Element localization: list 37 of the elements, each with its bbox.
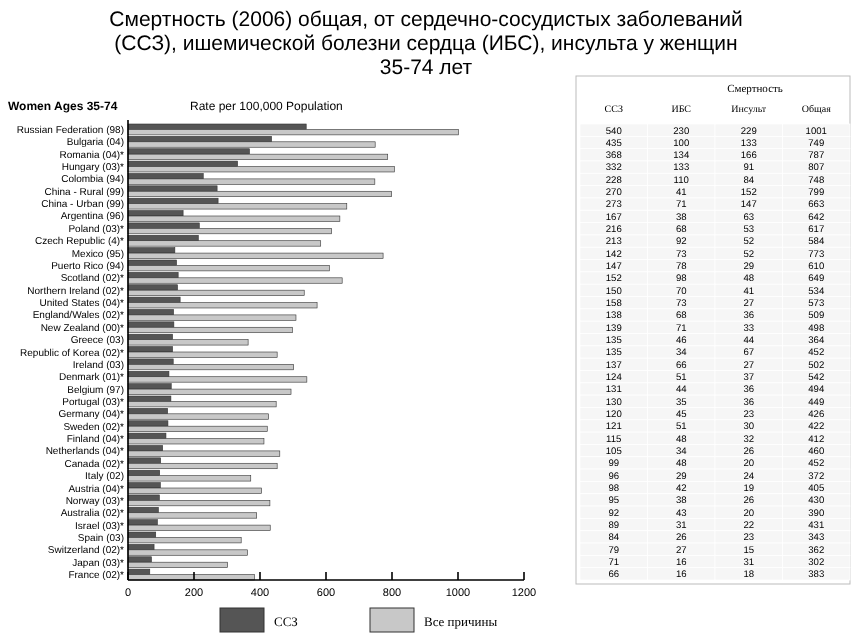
- bar: [127, 512, 257, 519]
- bar: [127, 203, 348, 210]
- bar: [127, 289, 305, 296]
- bar: [127, 326, 293, 334]
- bar: [127, 215, 341, 222]
- bar: [127, 425, 268, 432]
- bar: [127, 277, 343, 284]
- bar: [127, 178, 376, 185]
- bar: [127, 438, 265, 445]
- bar: [127, 487, 262, 494]
- bar: [127, 537, 242, 544]
- bar: [127, 388, 292, 395]
- bar: [127, 401, 277, 408]
- bar: [127, 462, 278, 470]
- bar: [127, 500, 271, 507]
- bar: [127, 302, 318, 309]
- bar: [127, 153, 389, 160]
- bar: [127, 351, 278, 358]
- bar: [127, 339, 249, 346]
- bar: [127, 524, 271, 531]
- bar: [127, 166, 395, 173]
- bar: [127, 475, 252, 482]
- chart-title: Смертность (2006) общая, от сердечно-сосудистых заболеваний (ССЗ), ишемической болезни сердца (ИБС), инсульта у женщин 35-74 лет: [109, 8, 743, 80]
- bar: [127, 252, 384, 259]
- bar: [127, 413, 269, 420]
- bar: [127, 141, 376, 148]
- bar: [127, 314, 297, 321]
- bar: [127, 450, 281, 457]
- bar: [127, 549, 248, 556]
- bar: [127, 129, 459, 136]
- bar: [127, 190, 392, 197]
- bar: [127, 561, 228, 568]
- bar: [127, 228, 332, 235]
- bar: [127, 240, 322, 247]
- bar: [127, 364, 294, 371]
- bar: [127, 376, 308, 383]
- bar: [127, 265, 330, 272]
